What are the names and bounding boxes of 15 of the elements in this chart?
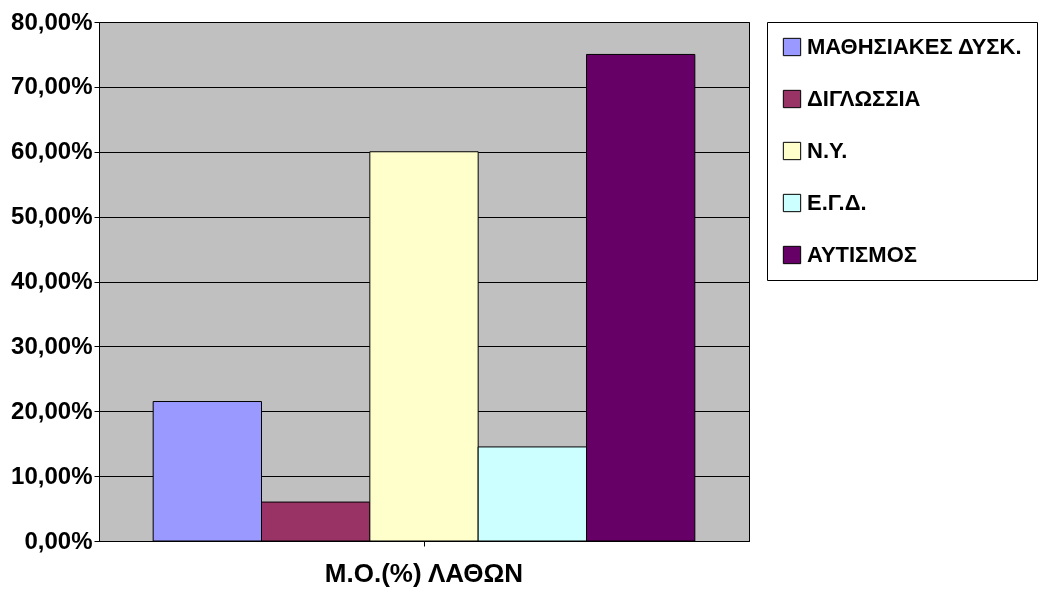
y-tick-label: 50,00% <box>11 202 93 230</box>
y-tick-label: 80,00% <box>11 7 93 35</box>
legend-label: ΑΥΤΙΣΜΟΣ <box>807 242 917 267</box>
y-tick-label: 10,00% <box>11 461 93 489</box>
legend-label: Ν.Υ. <box>807 138 848 163</box>
y-tick-label: 30,00% <box>11 331 93 359</box>
y-tick-label: 20,00% <box>11 396 93 424</box>
legend-label: ΜΑΘΗΣΙΑΚΕΣ ΔΥΣΚ. <box>807 34 1022 59</box>
y-tick-label: 0,00% <box>24 526 93 554</box>
y-tick-label: 40,00% <box>11 267 93 294</box>
legend-label: Ε.Γ.Δ. <box>807 190 867 215</box>
y-tick-label: 60,00% <box>11 137 93 165</box>
legend-label: ΔΙΓΛΩΣΣΙΑ <box>807 86 921 111</box>
x-tick-label: Μ.Ο.(%) ΛΑΘΩΝ <box>324 557 524 588</box>
y-tick-label: 70,00% <box>11 72 93 100</box>
